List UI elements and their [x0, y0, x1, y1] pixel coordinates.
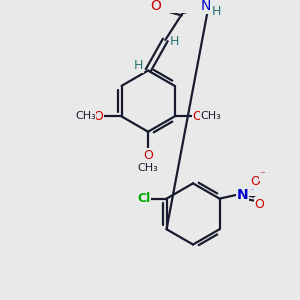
Text: H: H	[211, 5, 221, 18]
Text: H: H	[170, 35, 179, 48]
Text: N: N	[237, 188, 248, 202]
Text: N: N	[200, 0, 211, 14]
Text: ⁺: ⁺	[249, 186, 255, 196]
Text: CH₃: CH₃	[138, 163, 158, 173]
Text: O: O	[94, 110, 103, 123]
Text: O: O	[193, 110, 202, 123]
Text: Cl: Cl	[137, 192, 150, 205]
Text: O: O	[143, 149, 153, 162]
Text: H: H	[134, 59, 143, 72]
Text: O: O	[150, 0, 161, 13]
Text: CH₃: CH₃	[200, 111, 221, 122]
Text: CH₃: CH₃	[75, 111, 96, 122]
Text: O: O	[250, 175, 260, 188]
Text: O: O	[255, 198, 265, 211]
Text: ⁻: ⁻	[260, 171, 266, 181]
